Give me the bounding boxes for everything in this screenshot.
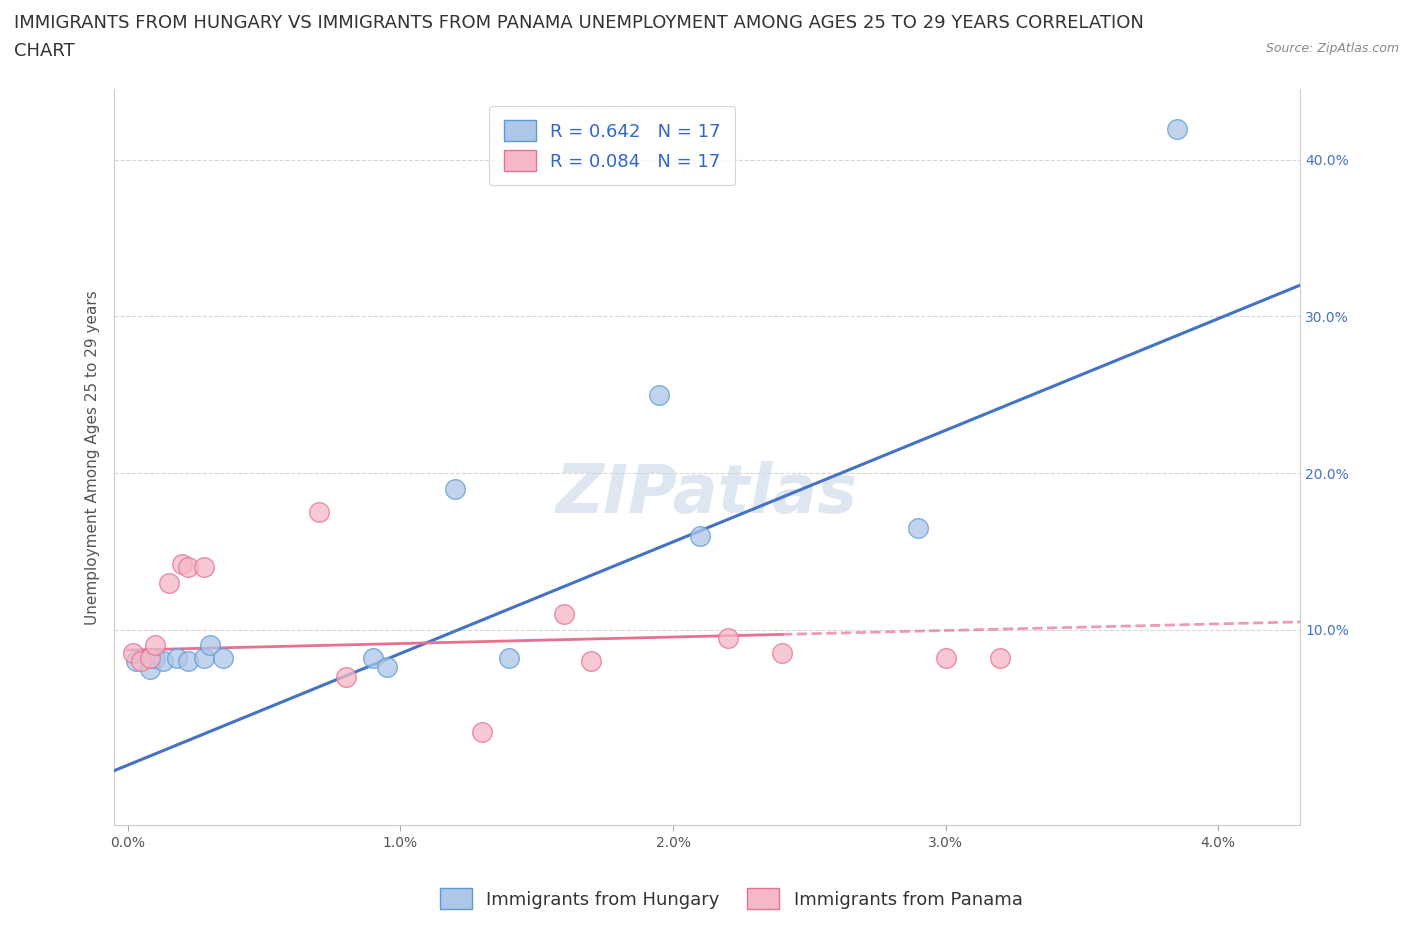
Point: [193, 650, 215, 665]
Point: [375, 660, 398, 675]
Text: IMMIGRANTS FROM HUNGARY VS IMMIGRANTS FROM PANAMA UNEMPLOYMENT AMONG AGES 25 TO : IMMIGRANTS FROM HUNGARY VS IMMIGRANTS FR…: [14, 14, 1144, 32]
Text: ZIPatlas: ZIPatlas: [557, 461, 858, 527]
Point: [138, 661, 160, 676]
Point: [498, 650, 520, 665]
Text: Source: ZipAtlas.com: Source: ZipAtlas.com: [1265, 42, 1399, 55]
Point: [581, 654, 603, 669]
Point: [152, 654, 174, 669]
Legend: R = 0.642   N = 17, R = 0.084   N = 17: R = 0.642 N = 17, R = 0.084 N = 17: [489, 106, 735, 185]
Point: [177, 654, 200, 669]
Point: [335, 670, 357, 684]
Point: [907, 521, 929, 536]
Point: [143, 650, 166, 665]
Point: [143, 638, 166, 653]
Point: [716, 631, 738, 645]
Point: [471, 724, 494, 739]
Point: [138, 650, 160, 665]
Point: [648, 388, 671, 403]
Point: [177, 560, 200, 575]
Point: [689, 528, 711, 543]
Point: [553, 606, 575, 621]
Point: [935, 650, 957, 665]
Point: [988, 650, 1011, 665]
Point: [444, 482, 467, 497]
Point: [122, 645, 145, 660]
Point: [193, 560, 215, 575]
Point: [172, 556, 194, 571]
Text: CHART: CHART: [14, 42, 75, 60]
Point: [198, 638, 221, 653]
Point: [361, 650, 384, 665]
Legend: Immigrants from Hungary, Immigrants from Panama: Immigrants from Hungary, Immigrants from…: [432, 881, 1031, 916]
Point: [125, 654, 148, 669]
Point: [166, 650, 188, 665]
Point: [212, 650, 235, 665]
Point: [157, 576, 180, 591]
Point: [770, 645, 793, 660]
Point: [131, 654, 153, 669]
Point: [1166, 121, 1188, 136]
Point: [308, 505, 330, 520]
Y-axis label: Unemployment Among Ages 25 to 29 years: Unemployment Among Ages 25 to 29 years: [86, 290, 100, 625]
